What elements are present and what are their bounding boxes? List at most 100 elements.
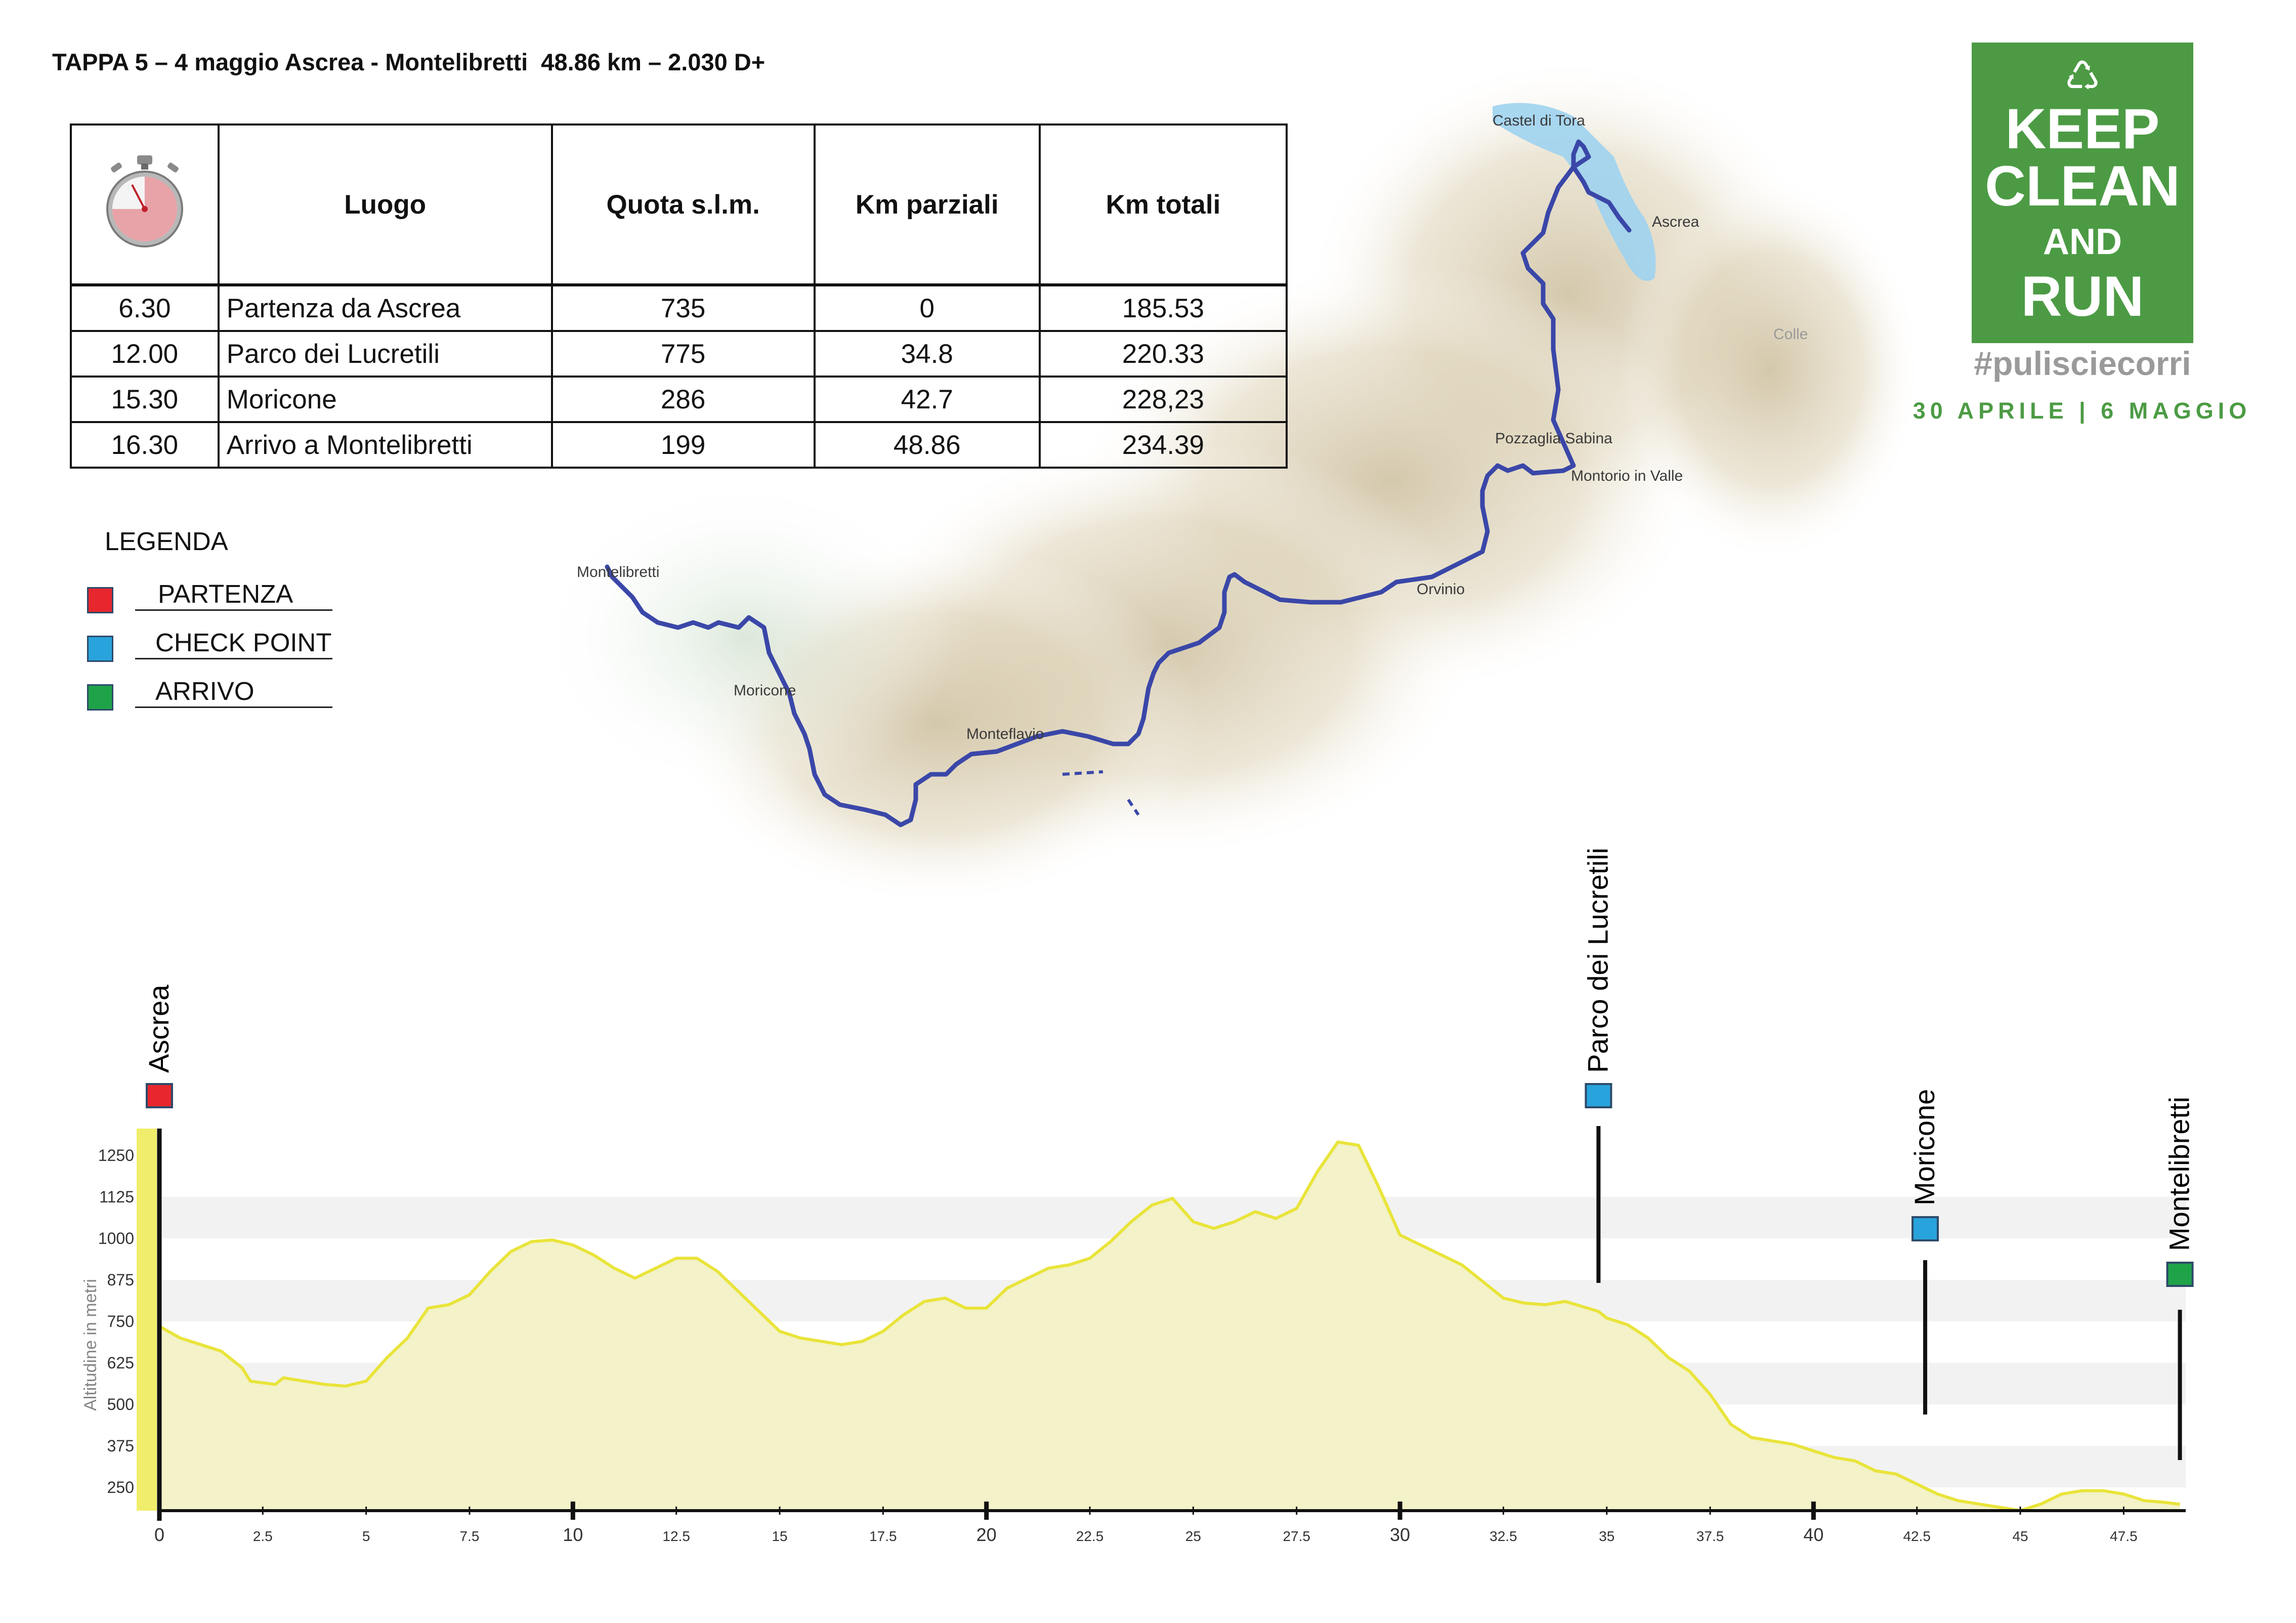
map-label-montorio: Montorio in Valle [1571, 468, 1683, 484]
brand-line-run: RUN [2021, 265, 2144, 328]
cell-time: 16.30 [70, 421, 220, 469]
profile-marker: Montelibretti [2163, 1097, 2195, 1460]
profile-marker: Ascrea [143, 984, 175, 1108]
cell-total-km: 220.33 [1038, 330, 1288, 378]
marker-square [2166, 1262, 2194, 1287]
y-tick-label: 1125 [99, 1188, 134, 1206]
x-tick-label: 30 [1390, 1524, 1410, 1545]
x-tick-labels: 0 2.5 5 7.5 10 12.5 15 17.5 20 22.5 25 27.5 30 32.5 35… [154, 1502, 2138, 1545]
x-tick-label: 12.5 [662, 1528, 690, 1544]
legend-label: CHECK POINT [155, 628, 332, 657]
elevation-profile-chart: 250 375 500 625 750 875 1000 1125 1250 0 2.5 5 7.5 1… [81, 848, 2195, 1545]
map-label-orvinio: Orvinio [1417, 581, 1465, 598]
cell-place: Partenza da Ascrea [217, 283, 553, 332]
col-header-luogo: Luogo [217, 123, 553, 286]
marker-label: Moricone [1908, 1089, 1940, 1205]
lake-turano [1493, 103, 1656, 281]
legend-label: PARTENZA [158, 579, 293, 608]
recycle-icon: ♺ [2064, 54, 2101, 99]
marker-label: Parco dei Lucretili [1582, 848, 1613, 1073]
map-label-pozzaglia: Pozzaglia Sabina [1495, 430, 1612, 447]
legend-underline [135, 658, 332, 659]
x-tick-label: 2.5 [253, 1528, 273, 1544]
x-tick-label: 17.5 [869, 1528, 897, 1544]
legend-swatch-partenza [87, 587, 113, 613]
legend-title: LEGENDA [105, 527, 228, 556]
cell-altitude: 735 [550, 283, 816, 332]
event-dates: 30 APRILE | 6 MAGGIO [1912, 398, 2251, 424]
route-map: Castel di Tora Ascrea Pozzaglia Sabina M… [531, 66, 1923, 906]
legend-underline [135, 609, 332, 611]
route-branch [1062, 770, 1140, 816]
map-label-castel-di-tora: Castel di Tora [1493, 112, 1585, 129]
x-tick-label: 45 [2012, 1528, 2028, 1544]
marker-square [1585, 1083, 1612, 1108]
x-tick-label: 37.5 [1696, 1528, 1724, 1544]
col-header-km-parziali: Km parziali [813, 123, 1041, 286]
profile-markers: Ascrea Parco dei Lucretili Moricone Monteli… [143, 848, 2195, 1460]
brand-line-and: AND [2043, 222, 2122, 262]
y-tick-label: 1250 [98, 1146, 134, 1164]
map-label-colle: Colle [1773, 326, 1808, 343]
legend-label: ARRIVO [155, 677, 254, 705]
table-row: 15.30 Moricone 286 42.7 228,23 [70, 376, 1288, 423]
cell-total-km: 228,23 [1038, 376, 1288, 423]
cell-place: Arrivo a Montelibretti [217, 421, 553, 469]
x-tick-label: 40 [1803, 1524, 1823, 1545]
map-label-monteflavio: Monteflavio [966, 726, 1044, 742]
brand-line-keep: KEEP [2005, 97, 2160, 160]
route-line [605, 139, 1632, 827]
cell-altitude: 775 [550, 330, 816, 378]
x-tick-label: 25 [1185, 1528, 1201, 1544]
cell-time: 15.30 [70, 376, 220, 423]
marker-square [146, 1083, 173, 1108]
y-axis-strip [137, 1129, 157, 1511]
x-tick-label: 0 [154, 1524, 164, 1545]
cell-partial-km: 34.8 [813, 330, 1041, 378]
y-axis-label: Altitudine in metri [81, 1279, 100, 1411]
cell-place: Parco dei Lucretili [217, 330, 553, 378]
hashtag: #pulisciecorri [1974, 345, 2191, 382]
cell-partial-km: 42.7 [813, 376, 1041, 423]
table-header-row: Luogo Quota s.l.m. Km parziali Km totali [70, 123, 1288, 286]
schedule-table: Luogo Quota s.l.m. Km parziali Km totali… [70, 123, 1288, 469]
cell-total-km: 185.53 [1038, 283, 1288, 332]
x-tick-label: 32.5 [1490, 1528, 1517, 1544]
cell-partial-km: 48.86 [813, 421, 1041, 469]
y-tick-label: 750 [107, 1312, 134, 1330]
terrain-shading [531, 66, 1923, 906]
cell-place: Moricone [217, 376, 553, 423]
x-tick-label: 5 [362, 1528, 370, 1544]
x-tick-label: 42.5 [1903, 1528, 1931, 1544]
map-label-montelibretti: Montelibretti [577, 564, 659, 580]
legend-swatch-checkpoint [87, 636, 113, 662]
x-tick-label: 35 [1599, 1528, 1614, 1544]
x-tick-label: 15 [772, 1528, 787, 1544]
y-tick-label: 500 [107, 1395, 134, 1413]
stopwatch-cell [70, 123, 220, 286]
table-row: 16.30 Arrivo a Montelibretti 199 48.86 2… [70, 421, 1288, 469]
cell-total-km: 234.39 [1038, 421, 1288, 469]
cell-altitude: 199 [550, 421, 816, 469]
cell-time: 12.00 [70, 330, 220, 378]
x-tick-label: 22.5 [1076, 1528, 1104, 1544]
brand-line-clean: CLEAN [1985, 154, 2180, 218]
y-tick-label: 625 [107, 1354, 134, 1372]
elevation-area [159, 1142, 2180, 1511]
marker-label: Montelibretti [2163, 1097, 2195, 1251]
marker-square [1911, 1216, 1939, 1241]
col-header-quota: Quota s.l.m. [550, 123, 816, 286]
col-header-km-totali: Km totali [1038, 123, 1288, 286]
cell-partial-km: 0 [813, 283, 1041, 332]
table-row: 12.00 Parco dei Lucretili 775 34.8 220.3… [70, 330, 1288, 378]
y-tick-label: 375 [107, 1437, 134, 1455]
table-row: 6.30 Partenza da Ascrea 735 0 185.53 [70, 283, 1288, 332]
stopwatch-icon [106, 155, 183, 247]
y-tick-label: 875 [107, 1271, 134, 1289]
x-tick-label: 27.5 [1283, 1528, 1310, 1544]
x-tick-label: 47.5 [2110, 1528, 2138, 1544]
legend-swatch-arrivo [87, 684, 113, 711]
y-tick-labels: 250 375 500 625 750 875 1000 1125 1250 [98, 1146, 134, 1496]
y-tick-label: 250 [107, 1478, 134, 1496]
x-tick-label: 10 [563, 1524, 583, 1545]
